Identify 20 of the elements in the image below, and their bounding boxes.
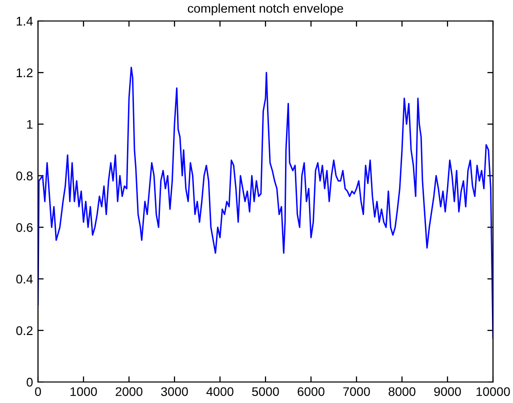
chart-title: complement notch envelope [188, 4, 344, 16]
x-tick-label: 2000 [116, 387, 142, 396]
y-tick-label: 1.4 [16, 16, 33, 26]
x-tick-label: 10000 [476, 387, 510, 396]
y-tick-label: 0.6 [16, 223, 33, 232]
x-tick-label: 5000 [252, 387, 279, 396]
x-tick-label: 9000 [434, 387, 461, 396]
x-tick-label: 6000 [298, 387, 324, 396]
y-tick-label: 0 [26, 378, 33, 387]
x-tick-label: 1000 [70, 387, 97, 396]
y-tick-label: 1 [27, 120, 33, 129]
x-tick-label: 4000 [206, 387, 234, 396]
y-tick-label: 1.2 [16, 68, 33, 78]
x-tick-label: 7000 [343, 387, 370, 396]
y-tick-label: 0.4 [16, 274, 33, 284]
x-tick-label: 0 [35, 387, 41, 396]
x-tick-label: 3000 [161, 387, 188, 396]
x-tick-label: 8000 [388, 387, 416, 396]
y-tick-label: 0.2 [16, 326, 33, 336]
y-tick-label: 0.8 [16, 172, 33, 180]
